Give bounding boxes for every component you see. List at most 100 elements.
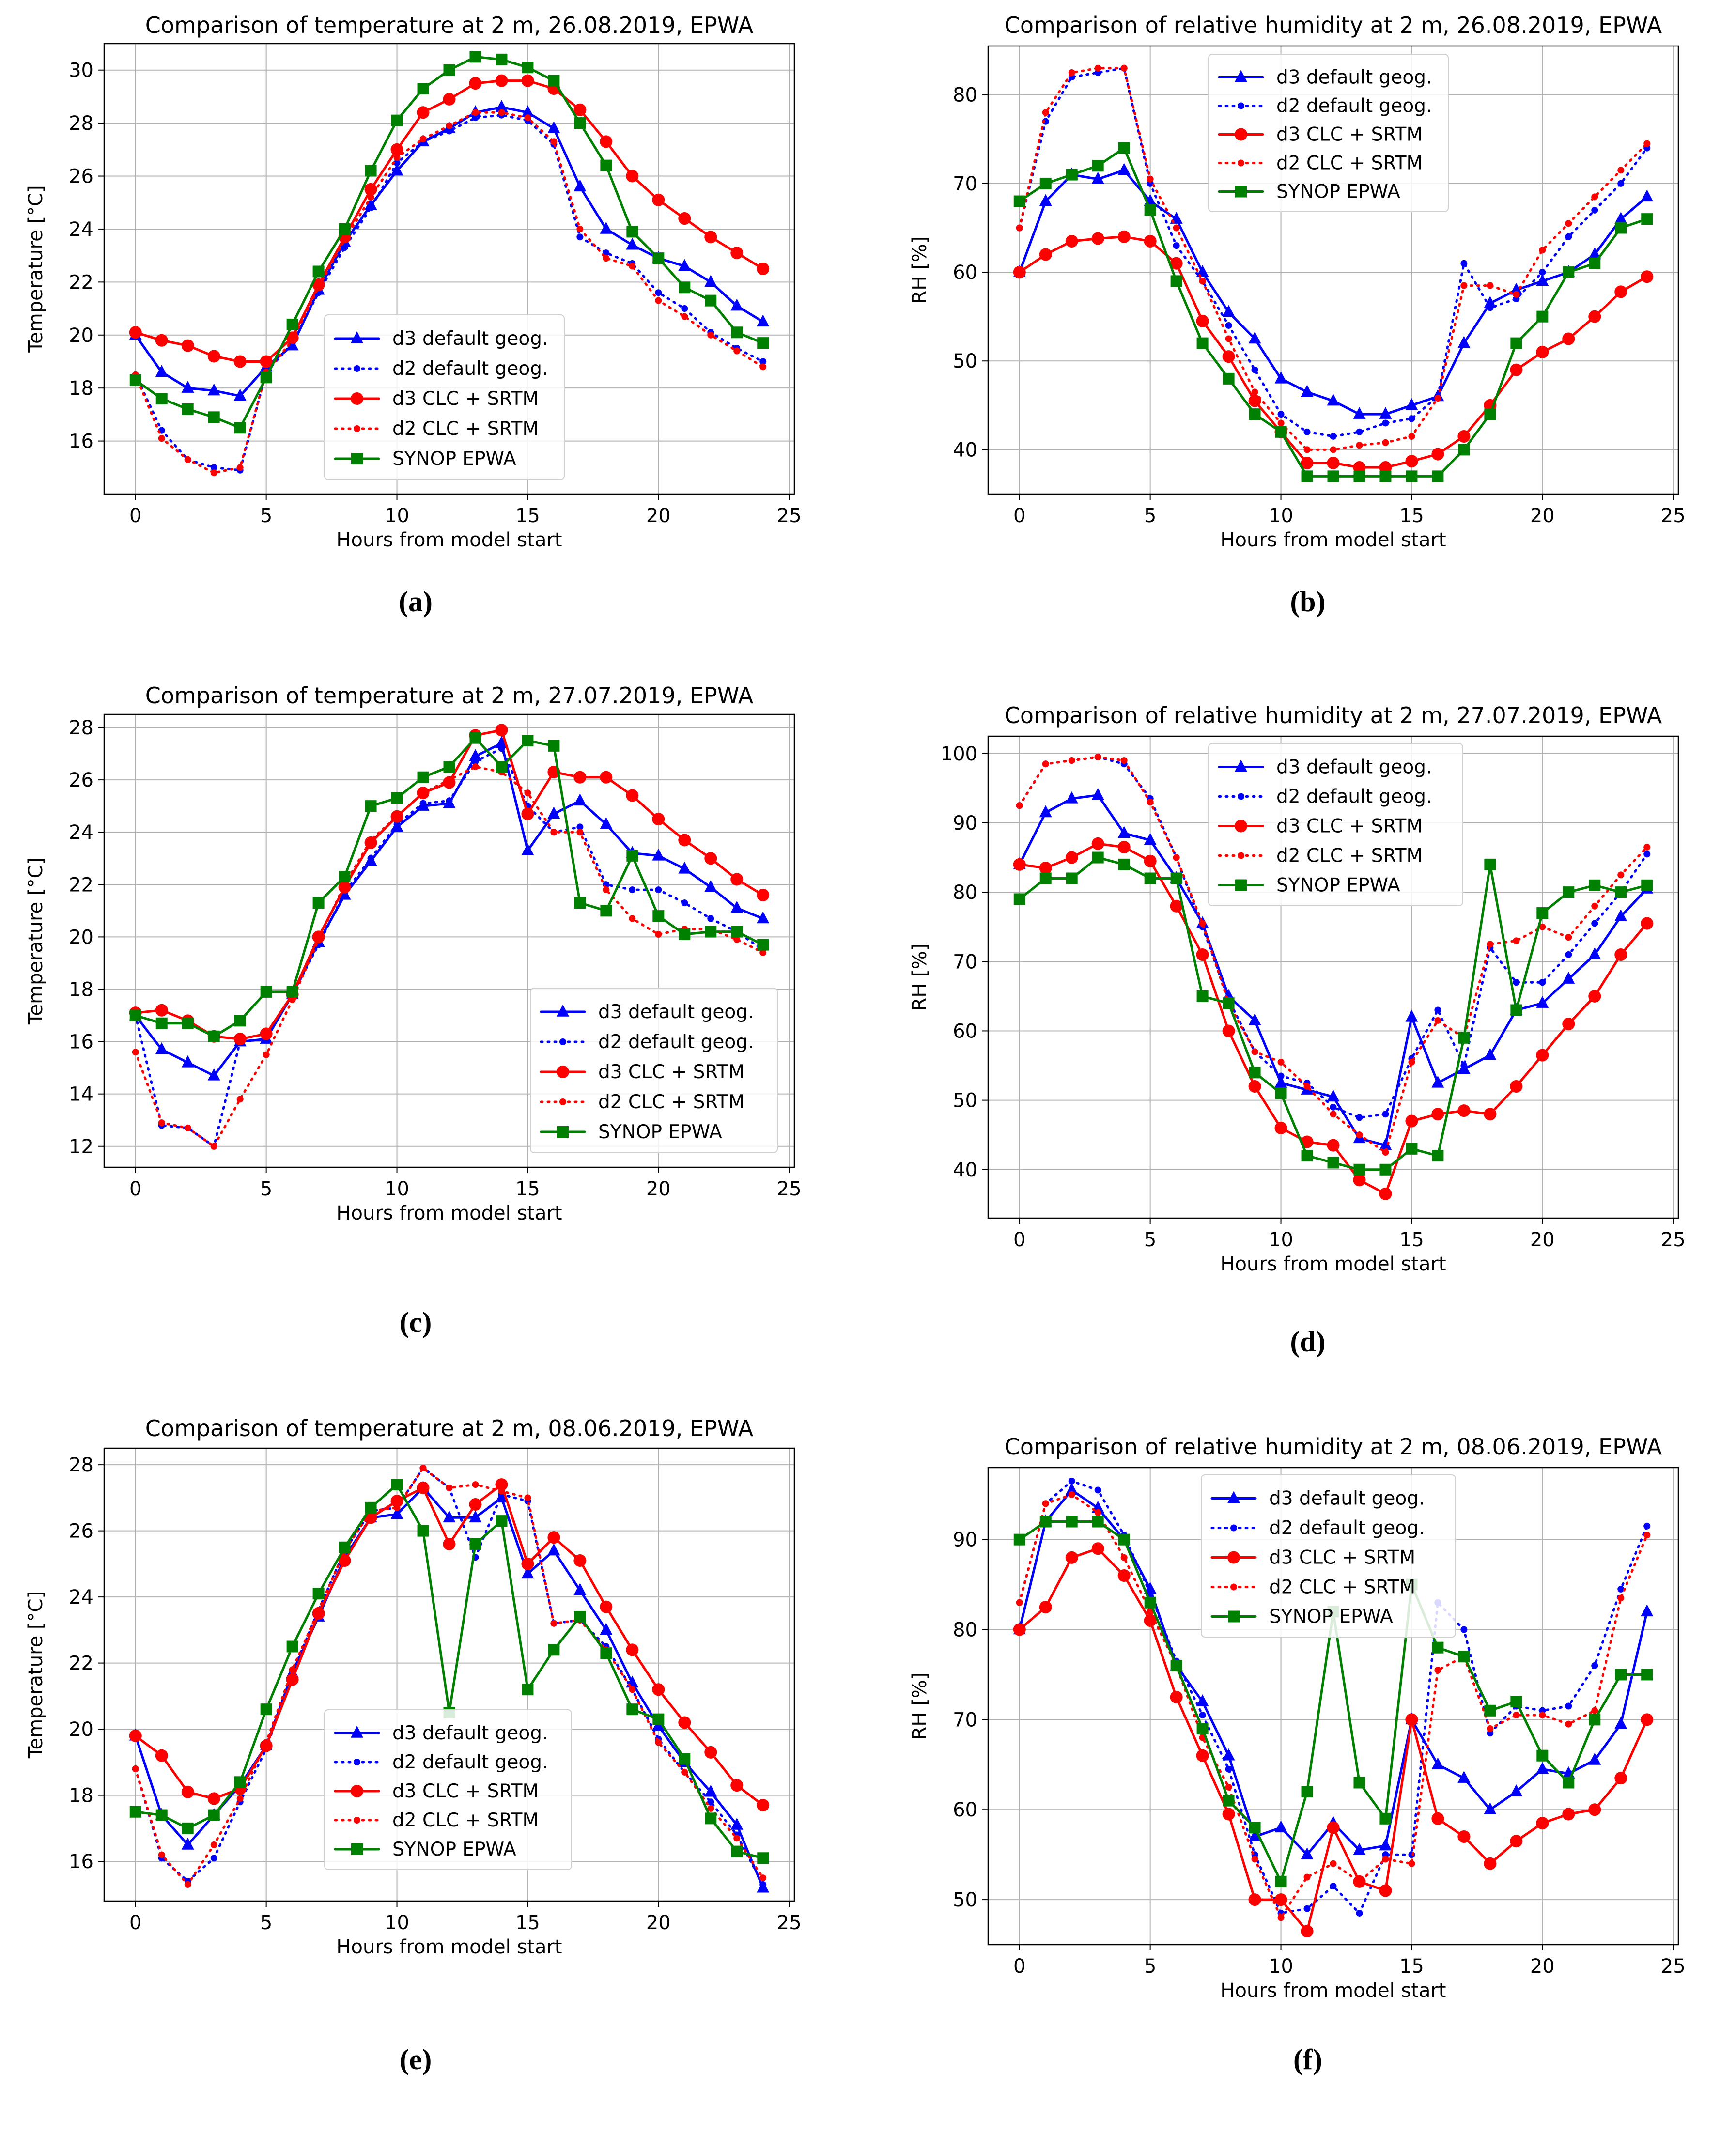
data-point <box>524 1494 531 1501</box>
x-tick-label: 5 <box>1144 1229 1156 1251</box>
data-point <box>1066 1516 1078 1528</box>
data-point <box>1614 212 1628 224</box>
data-point <box>1643 1522 1651 1530</box>
data-point <box>1091 171 1104 184</box>
data-point <box>1248 1013 1261 1025</box>
data-point <box>1431 1757 1444 1770</box>
legend-swatch-marker <box>1230 1583 1237 1591</box>
data-point <box>1487 941 1494 948</box>
data-point <box>1147 1608 1154 1615</box>
data-point <box>341 881 348 888</box>
data-point <box>1199 920 1206 927</box>
data-point <box>417 83 429 94</box>
data-point <box>1170 257 1183 270</box>
y-tick-label: 50 <box>953 350 977 372</box>
data-point <box>1327 1821 1340 1834</box>
data-point <box>234 1776 246 1788</box>
data-point <box>417 1481 430 1494</box>
data-point <box>1353 1842 1366 1855</box>
data-point <box>1039 872 1052 884</box>
data-point <box>521 1557 534 1570</box>
data-point <box>236 1795 244 1802</box>
data-point <box>1563 266 1575 278</box>
series-d2-clc <box>132 1464 767 1888</box>
data-point <box>704 231 717 244</box>
series-d3-clc <box>1013 1542 1654 1938</box>
x-tick-label: 20 <box>646 1178 671 1200</box>
data-point <box>1144 234 1157 248</box>
data-point <box>1536 996 1549 1008</box>
y-tick-label: 70 <box>953 1709 977 1731</box>
legend-swatch-marker <box>1238 852 1244 859</box>
data-point <box>757 337 769 349</box>
data-point <box>286 986 298 998</box>
y-tick-label: 70 <box>953 951 977 973</box>
y-axis-label: Temperature [°C] <box>25 1591 47 1759</box>
data-point <box>1484 858 1496 870</box>
x-tick-label: 20 <box>646 505 671 527</box>
data-point <box>234 422 246 434</box>
data-point <box>1013 1623 1026 1636</box>
x-axis-label: Hours from model start <box>1220 529 1446 551</box>
data-point <box>1327 456 1340 469</box>
data-point <box>1379 407 1392 419</box>
chart-title: Comparison of temperature at 2 m, 08.06.… <box>145 1415 754 1441</box>
data-point <box>1039 194 1052 206</box>
series-synop <box>129 1479 769 1864</box>
data-point <box>757 888 770 901</box>
data-point <box>419 1464 427 1471</box>
series-synop <box>1013 142 1653 482</box>
data-point <box>158 1119 165 1127</box>
data-point <box>1431 1812 1444 1825</box>
data-point <box>1510 1696 1522 1708</box>
data-point <box>1617 167 1625 174</box>
data-point <box>1222 1748 1235 1761</box>
data-point <box>1118 858 1130 870</box>
data-point <box>1251 1856 1258 1863</box>
legend-swatch-marker <box>354 365 360 372</box>
data-point <box>1484 296 1497 308</box>
y-tick-label: 60 <box>953 262 977 284</box>
data-point <box>707 915 714 922</box>
data-point <box>547 121 560 133</box>
data-point <box>1173 854 1180 861</box>
data-point <box>390 143 403 156</box>
data-point <box>1356 1131 1363 1139</box>
data-point <box>1144 204 1156 216</box>
data-point <box>393 1504 401 1511</box>
data-point <box>1068 1491 1075 1498</box>
data-point <box>260 355 273 368</box>
data-point <box>1303 1873 1311 1881</box>
data-point <box>1147 799 1154 806</box>
data-point <box>1614 948 1628 961</box>
data-point <box>1092 1516 1104 1528</box>
data-point <box>1382 1111 1389 1118</box>
data-point <box>1484 1857 1497 1870</box>
data-point <box>263 1051 270 1058</box>
data-point <box>681 1768 688 1776</box>
data-point <box>1434 1006 1442 1014</box>
data-point <box>210 1855 217 1862</box>
data-point <box>679 281 691 294</box>
data-point <box>1379 1187 1392 1200</box>
x-tick-label: 0 <box>129 505 141 527</box>
data-point <box>417 106 430 119</box>
data-point <box>1013 1533 1025 1546</box>
data-point <box>1591 902 1598 910</box>
chart-title: Comparison of temperature at 2 m, 27.07.… <box>145 682 754 709</box>
data-point <box>1016 224 1023 232</box>
data-point <box>1536 274 1549 286</box>
panel-caption: (c) <box>400 1306 432 1338</box>
data-point <box>1614 909 1628 921</box>
data-point <box>446 776 453 784</box>
panel-caption: (a) <box>399 586 433 618</box>
data-point <box>207 383 220 396</box>
y-tick-label: 90 <box>953 812 977 835</box>
data-point <box>181 1838 194 1850</box>
data-point <box>1379 1138 1392 1150</box>
data-point <box>417 1525 429 1537</box>
data-point <box>1301 1925 1314 1938</box>
data-point <box>1223 997 1235 1009</box>
data-point <box>367 204 374 212</box>
data-point <box>760 1874 767 1882</box>
